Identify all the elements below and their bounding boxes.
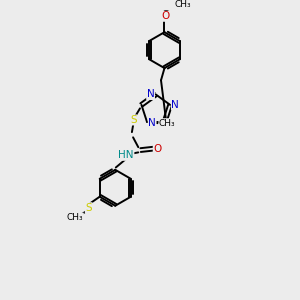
Text: S: S: [130, 115, 137, 125]
Text: O: O: [161, 11, 169, 21]
Text: S: S: [85, 203, 92, 213]
Text: N: N: [172, 100, 179, 110]
Text: CH₃: CH₃: [159, 119, 175, 128]
Text: N: N: [147, 89, 154, 100]
Text: CH₃: CH₃: [67, 213, 83, 222]
Text: N: N: [148, 118, 156, 128]
Text: HN: HN: [118, 150, 134, 160]
Text: O: O: [153, 144, 161, 154]
Text: CH₃: CH₃: [174, 0, 191, 9]
